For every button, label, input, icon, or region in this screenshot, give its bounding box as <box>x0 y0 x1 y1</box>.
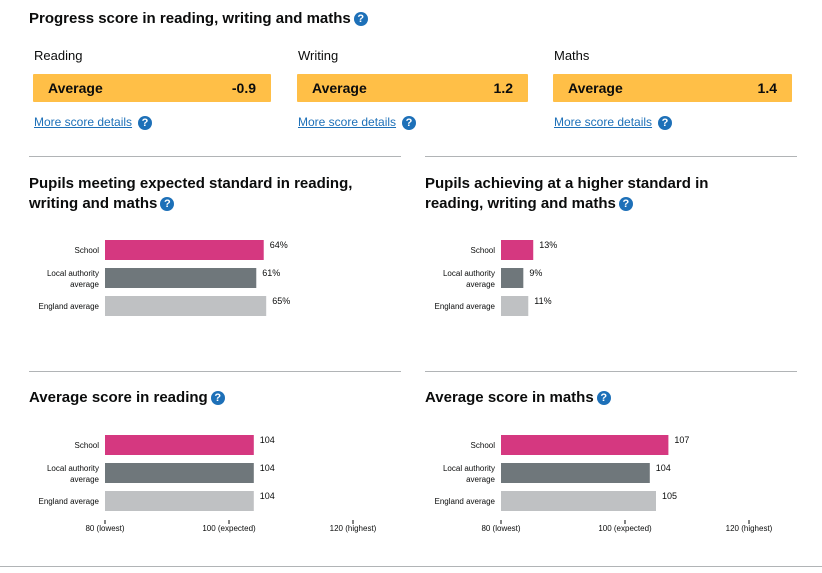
bar-local-authority <box>501 463 650 483</box>
reading-band: Average <box>48 80 103 96</box>
divider <box>425 156 797 157</box>
row-label-school: School <box>75 246 100 255</box>
divider <box>425 371 797 372</box>
maths-band: Average <box>568 80 623 96</box>
tick-label: 80 (lowest) <box>481 524 520 533</box>
maths-label: Maths <box>554 48 590 63</box>
help-icon[interactable]: ? <box>138 116 153 130</box>
value-label-local-authority: 61% <box>262 268 280 278</box>
row-label-local-authority: Local authority average <box>443 464 496 484</box>
row-label-school: School <box>471 441 496 450</box>
chart-title-reading: Average score in reading? <box>29 388 225 408</box>
help-icon[interactable]: ? <box>596 391 611 405</box>
row-label-local-authority: Local authority average <box>47 464 100 484</box>
row-label-england: England average <box>435 497 496 506</box>
value-label-school: 64% <box>270 240 288 250</box>
row-label-england: England average <box>39 497 100 506</box>
progress-title: Progress score in reading, writing and m… <box>29 9 368 29</box>
writing-score-box: Average 1.2 <box>297 74 528 102</box>
progress-title-text: Progress score in reading, writing and m… <box>29 10 351 27</box>
value-label-school: 104 <box>260 435 275 445</box>
writing-label: Writing <box>298 48 339 63</box>
divider <box>29 156 401 157</box>
tick-label: 120 (highest) <box>330 524 377 533</box>
reading-more-details: More score details? <box>34 113 153 131</box>
value-label-england: 104 <box>260 491 275 501</box>
maths-score-box: Average 1.4 <box>553 74 792 102</box>
value-label-local-authority: 104 <box>260 463 275 473</box>
chart-title-higher: Pupils achieving at a higher standard in… <box>425 174 765 214</box>
bar-england <box>105 296 267 316</box>
value-label-england: 105 <box>662 491 677 501</box>
bar-school <box>501 435 669 455</box>
bar-local-authority <box>105 268 257 288</box>
row-label-school: School <box>471 246 496 255</box>
value-label-local-authority: 9% <box>529 268 542 278</box>
bar-school <box>105 240 264 260</box>
reading-score-box: Average -0.9 <box>33 74 271 102</box>
bar-england <box>501 491 656 511</box>
divider <box>29 371 401 372</box>
help-icon[interactable]: ? <box>658 116 673 130</box>
maths-score: 1.4 <box>757 80 777 96</box>
row-label-school: School <box>75 441 100 450</box>
row-label-england: England average <box>435 302 496 311</box>
help-icon[interactable]: ? <box>618 197 633 211</box>
maths-more-details: More score details? <box>554 113 673 131</box>
writing-score: 1.2 <box>493 80 513 96</box>
chart-title-expected: Pupils meeting expected standard in read… <box>29 174 399 214</box>
more-score-details-link[interactable]: More score details <box>554 115 653 129</box>
help-icon[interactable]: ? <box>353 12 368 26</box>
reading-score: -0.9 <box>231 80 256 96</box>
more-score-details-link[interactable]: More score details <box>34 115 133 129</box>
row-label-local-authority: Local authority average <box>443 269 496 289</box>
bar-school <box>105 435 254 455</box>
writing-band: Average <box>312 80 367 96</box>
tick-label: 100 (expected) <box>598 524 652 533</box>
value-label-local-authority: 104 <box>656 463 671 473</box>
more-score-details-link[interactable]: More score details <box>298 115 397 129</box>
writing-more-details: More score details? <box>298 113 417 131</box>
chart-higher-standard: School 13% Local authority average 9% England… <box>435 240 557 316</box>
chart-title-maths: Average score in maths? <box>425 388 611 408</box>
chart-reading-score: School 104 Local authority average 104 Englan… <box>39 435 377 533</box>
chart-title-text: Pupils achieving at a higher standard in… <box>425 175 709 212</box>
help-icon[interactable]: ? <box>402 116 417 130</box>
row-label-england: England average <box>39 302 100 311</box>
chart-title-text: Average score in maths <box>425 389 594 406</box>
help-icon[interactable]: ? <box>160 197 175 211</box>
chart-maths-score: School 107 Local authority average 104 Englan… <box>435 435 773 533</box>
value-label-school: 107 <box>674 435 689 445</box>
tick-label: 100 (expected) <box>202 524 256 533</box>
bar-local-authority <box>105 463 254 483</box>
chart-title-text: Pupils meeting expected standard in read… <box>29 175 353 212</box>
value-label-england: 11% <box>534 296 551 306</box>
bar-england <box>105 491 254 511</box>
reading-label: Reading <box>34 48 83 63</box>
bar-school <box>501 240 534 260</box>
row-label-local-authority: Local authority average <box>47 269 100 289</box>
value-label-england: 65% <box>272 296 290 306</box>
bottom-divider <box>0 566 822 567</box>
help-icon[interactable]: ? <box>210 391 225 405</box>
tick-label: 120 (highest) <box>726 524 773 533</box>
chart-expected-standard: School 64% Local authority average 61% Englan… <box>39 240 290 316</box>
bar-england <box>501 296 529 316</box>
value-label-school: 13% <box>539 240 557 250</box>
tick-label: 80 (lowest) <box>85 524 124 533</box>
chart-title-text: Average score in reading <box>29 389 208 406</box>
bar-local-authority <box>501 268 524 288</box>
